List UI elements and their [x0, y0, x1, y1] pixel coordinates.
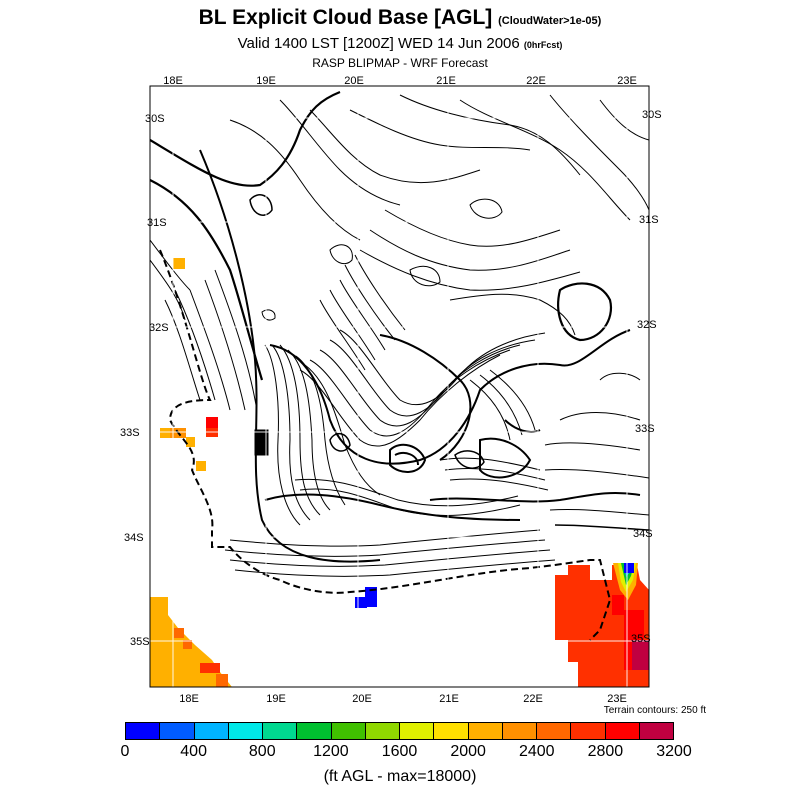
color-swatch	[468, 723, 503, 739]
color-swatch	[639, 723, 673, 739]
title-note: (CloudWater>1e-05)	[498, 15, 602, 27]
color-swatch	[365, 723, 400, 739]
color-swatch	[434, 723, 469, 739]
lat-label: 34S	[124, 532, 144, 544]
valid-time: Valid 1400 LST [1200Z] WED 14 Jun 2006 (…	[0, 35, 800, 52]
map-title: BL Explicit Cloud Base [AGL] (CloudWater…	[0, 6, 800, 30]
lat-label: 32S	[637, 319, 657, 331]
lon-label: 19E	[266, 693, 286, 705]
title-text: BL Explicit Cloud Base [AGL]	[198, 6, 493, 29]
map-frame	[149, 85, 650, 688]
lon-label: 20E	[344, 75, 364, 87]
latitude-labels-right: 30S 31S 32S 33S 34S 35S	[631, 109, 662, 645]
forecast-hour-note: (0hrFcst)	[523, 40, 563, 50]
color-scale-tick-label: 2400	[518, 743, 555, 760]
lat-label: 33S	[635, 423, 655, 435]
lon-label: 23E	[617, 75, 637, 87]
lat-label: 35S	[631, 633, 651, 645]
color-swatch	[537, 723, 572, 739]
color-swatch	[194, 723, 229, 739]
lon-label: 20E	[352, 693, 372, 705]
lat-label: 32S	[149, 322, 169, 334]
color-swatch	[297, 723, 332, 739]
color-scale-tick-label: 1600	[381, 743, 418, 760]
lon-label: 21E	[439, 693, 459, 705]
color-swatch	[605, 723, 640, 739]
color-scale-tick-label: 400	[180, 743, 207, 760]
color-swatch	[400, 723, 435, 739]
color-swatch	[502, 723, 537, 739]
longitude-labels-bottom: 18E 19E 20E 21E 22E 23E	[179, 693, 627, 705]
color-swatch	[263, 723, 298, 739]
color-scale-units: (ft AGL - max=18000)	[323, 768, 477, 785]
lat-label: 31S	[639, 214, 659, 226]
color-scale-tick-label: 0	[120, 743, 130, 760]
color-scale-bar	[125, 722, 674, 740]
lon-label: 21E	[436, 75, 456, 87]
graticule	[150, 86, 649, 687]
lat-label: 30S	[145, 113, 165, 125]
lon-label: 18E	[163, 75, 183, 87]
longitude-labels-top: 18E 19E 20E 21E 22E 23E	[163, 75, 637, 87]
terrain-contours	[150, 90, 649, 641]
lon-label: 22E	[523, 693, 543, 705]
color-scale-tick-label: 1200	[313, 743, 349, 760]
lon-label: 22E	[526, 75, 546, 87]
lon-label: 19E	[256, 75, 276, 87]
color-swatch	[228, 723, 263, 739]
lon-label: 23E	[607, 693, 627, 705]
valid-time-text: Valid 1400 LST [1200Z] WED 14 Jun 2006	[237, 35, 520, 52]
lat-label: 35S	[130, 636, 150, 648]
latitude-labels-left: 30S 31S 32S 33S 34S 35S	[120, 113, 169, 648]
lat-label: 31S	[147, 217, 167, 229]
terrain-contour-note: Terrain contours: 250 ft	[603, 705, 706, 716]
forecast-source: RASP BLIPMAP - WRF Forecast	[312, 56, 488, 70]
lat-label: 33S	[120, 427, 140, 439]
color-scale-tick-label: 800	[248, 743, 276, 760]
color-scale-tick-label: 3200	[656, 743, 692, 760]
color-swatch	[126, 723, 161, 739]
color-patches	[150, 258, 649, 687]
color-scale-tick-label: 2800	[587, 743, 624, 760]
lon-label: 18E	[179, 693, 199, 705]
lat-label: 30S	[642, 109, 662, 121]
color-scale-ticks: 0 400 800 1200 1600 2000 2400 2800 3200	[0, 743, 800, 765]
color-scale-tick-label: 2000	[450, 743, 486, 760]
color-swatch	[571, 723, 606, 739]
color-swatch	[331, 723, 366, 739]
color-swatch	[160, 723, 195, 739]
lat-label: 34S	[633, 528, 653, 540]
